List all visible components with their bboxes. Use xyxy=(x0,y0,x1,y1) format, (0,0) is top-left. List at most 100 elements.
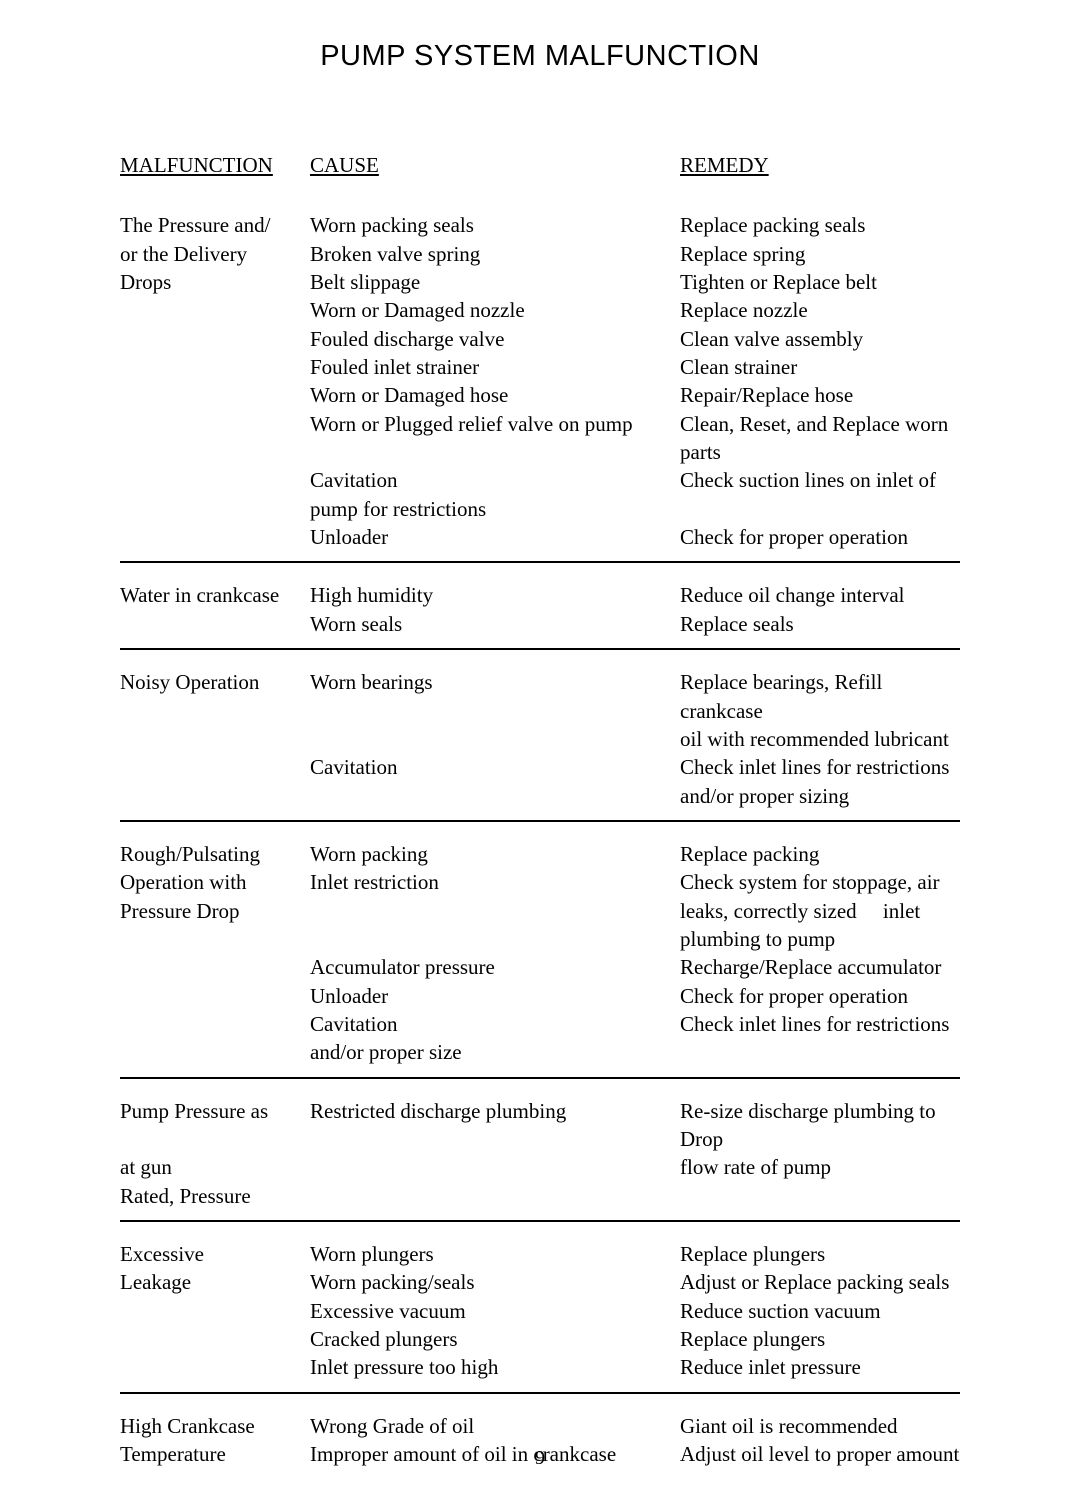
table-header-row: MALFUNCTION CAUSE REMEDY xyxy=(120,151,960,211)
malfunction-text: at gun xyxy=(120,1153,300,1181)
malfunction-text: Operation with xyxy=(120,868,300,896)
table-row: Cracked plungersReplace plungers xyxy=(120,1325,960,1353)
cell-cause: Inlet pressure too high xyxy=(310,1353,680,1381)
table-row: ExcessiveWorn plungersReplace plungers xyxy=(120,1240,960,1268)
cell-malfunction xyxy=(120,953,310,981)
cell-malfunction xyxy=(120,753,310,781)
cell-remedy: Replace bearings, Refill crankcase xyxy=(680,668,960,725)
cell-malfunction xyxy=(120,1038,310,1066)
table-row: pump for restrictions xyxy=(120,495,960,523)
cell-remedy: Replace seals xyxy=(680,610,960,638)
cell-cause: Worn seals xyxy=(310,610,680,638)
malfunction-text: Leakage xyxy=(120,1268,300,1296)
section-separator xyxy=(120,1220,960,1222)
cell-cause xyxy=(310,1182,680,1210)
cell-malfunction: Drops xyxy=(120,268,310,296)
cell-cause: Fouled discharge valve xyxy=(310,325,680,353)
cell-malfunction xyxy=(120,1010,310,1038)
malfunction-text: Noisy Operation xyxy=(120,668,300,696)
cell-remedy xyxy=(680,1182,960,1210)
cell-cause xyxy=(310,725,680,753)
cell-malfunction xyxy=(120,925,310,953)
cell-cause: Cavitation xyxy=(310,753,680,781)
cell-malfunction xyxy=(120,725,310,753)
cell-remedy: Reduce oil change interval xyxy=(680,581,960,609)
cell-remedy: Tighten or Replace belt xyxy=(680,268,960,296)
cell-cause: Restricted discharge plumbing xyxy=(310,1097,680,1125)
cell-cause: Accumulator pressure xyxy=(310,953,680,981)
table-row: Pressure Drop leaks, correctly sized inl… xyxy=(120,897,960,925)
table-row: Fouled discharge valveClean valve assemb… xyxy=(120,325,960,353)
cell-remedy: Check for proper operation xyxy=(680,523,960,551)
cell-malfunction xyxy=(120,325,310,353)
cell-malfunction: Pressure Drop xyxy=(120,897,310,925)
table-row: CavitationCheck inlet lines for restrict… xyxy=(120,753,960,781)
cell-malfunction: Leakage xyxy=(120,1268,310,1296)
table-row: and/or proper size xyxy=(120,1038,960,1066)
table-row: Pump Pressure asRestricted discharge plu… xyxy=(120,1097,960,1154)
malfunction-text: Excessive xyxy=(120,1240,300,1268)
document-page: PUMP SYSTEM MALFUNCTION MALFUNCTION CAUS… xyxy=(0,0,1080,1488)
cell-cause: Excessive vacuum xyxy=(310,1297,680,1325)
cell-remedy: Reduce suction vacuum xyxy=(680,1297,960,1325)
cell-cause: Worn packing/seals xyxy=(310,1268,680,1296)
cell-remedy: Re-size discharge plumbing to Drop xyxy=(680,1097,960,1154)
cell-malfunction: Rough/Pulsating xyxy=(120,840,310,868)
cell-remedy: Recharge/Replace accumulator xyxy=(680,953,960,981)
table-row: Rated, Pressure xyxy=(120,1182,960,1210)
cell-malfunction xyxy=(120,1325,310,1353)
malfunction-text: High Crankcase xyxy=(120,1412,300,1440)
table-row: Worn sealsReplace seals xyxy=(120,610,960,638)
table-row: Fouled inlet strainerClean strainer xyxy=(120,353,960,381)
malfunction-text: The Pressure and/ xyxy=(120,211,300,239)
sections-host: The Pressure and/Worn packing sealsRepla… xyxy=(120,211,960,1468)
table-row: LeakageWorn packing/sealsAdjust or Repla… xyxy=(120,1268,960,1296)
cell-cause xyxy=(310,782,680,810)
cell-remedy: flow rate of pump xyxy=(680,1153,960,1181)
table-row: Noisy OperationWorn bearingsReplace bear… xyxy=(120,668,960,725)
cell-cause: Worn packing seals xyxy=(310,211,680,239)
cell-cause: Worn or Plugged relief valve on pump xyxy=(310,410,680,438)
cell-cause xyxy=(310,1153,680,1181)
section-separator xyxy=(120,1077,960,1079)
cell-malfunction xyxy=(120,410,310,438)
header-remedy: REMEDY xyxy=(680,151,960,179)
cell-remedy: Check for proper operation xyxy=(680,982,960,1010)
cell-remedy: Replace nozzle xyxy=(680,296,960,324)
table-row: CavitationCheck inlet lines for restrict… xyxy=(120,1010,960,1038)
cell-remedy: Replace packing xyxy=(680,840,960,868)
cell-remedy: Clean valve assembly xyxy=(680,325,960,353)
cell-cause: Cavitation xyxy=(310,1010,680,1038)
cell-remedy: Reduce inlet pressure xyxy=(680,1353,960,1381)
malfunction-text: Rough/Pulsating xyxy=(120,840,300,868)
cell-remedy: Replace packing seals xyxy=(680,211,960,239)
cell-cause: Worn plungers xyxy=(310,1240,680,1268)
cell-malfunction: Pump Pressure as xyxy=(120,1097,310,1125)
cell-cause: Belt slippage xyxy=(310,268,680,296)
cell-cause: Worn or Damaged hose xyxy=(310,381,680,409)
cell-malfunction xyxy=(120,1297,310,1325)
table-row: Excessive vacuumReduce suction vacuum xyxy=(120,1297,960,1325)
cell-remedy xyxy=(680,1038,960,1066)
cell-remedy: plumbing to pump xyxy=(680,925,960,953)
cell-cause: Worn or Damaged nozzle xyxy=(310,296,680,324)
cell-malfunction: High Crankcase xyxy=(120,1412,310,1440)
cell-cause xyxy=(310,925,680,953)
cell-cause: pump for restrictions xyxy=(310,495,680,523)
cell-malfunction: or the Delivery xyxy=(120,240,310,268)
table-row: Accumulator pressureRecharge/Replace acc… xyxy=(120,953,960,981)
table-row: plumbing to pump xyxy=(120,925,960,953)
cell-remedy: Check suction lines on inlet of xyxy=(680,466,960,494)
cell-cause: Broken valve spring xyxy=(310,240,680,268)
cell-cause: Wrong Grade of oil xyxy=(310,1412,680,1440)
cell-malfunction: at gun xyxy=(120,1153,310,1181)
table-row: and/or proper sizing xyxy=(120,782,960,810)
cell-malfunction: Excessive xyxy=(120,1240,310,1268)
table-row: oil with recommended lubricant xyxy=(120,725,960,753)
cell-malfunction xyxy=(120,1353,310,1381)
table-row: Water in crankcaseHigh humidityReduce oi… xyxy=(120,581,960,609)
cell-remedy: leaks, correctly sized inlet xyxy=(680,897,960,925)
table-row: CavitationCheck suction lines on inlet o… xyxy=(120,466,960,494)
cell-malfunction xyxy=(120,353,310,381)
cell-cause: Cavitation xyxy=(310,466,680,494)
